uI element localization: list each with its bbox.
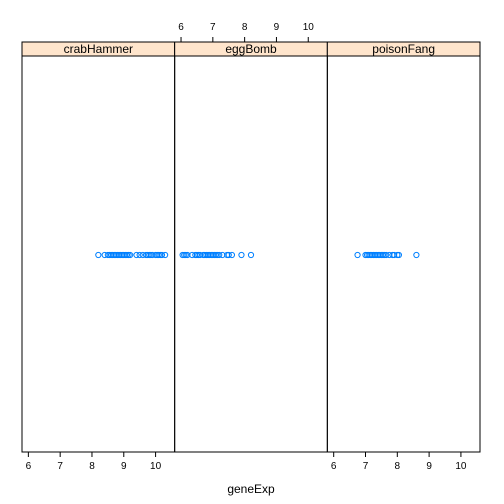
data-point xyxy=(136,251,143,259)
data-point xyxy=(95,251,102,259)
x-tick-label: 6 xyxy=(331,461,337,472)
x-tick-label: 10 xyxy=(150,461,162,472)
x-axis-label: geneExp xyxy=(227,482,275,496)
x-tick-label: 7 xyxy=(210,22,216,33)
panel-strip-label: eggBomb xyxy=(225,42,277,56)
panel-strip-label: poisonFang xyxy=(372,42,435,56)
x-tick-label: 8 xyxy=(395,461,401,472)
x-tick-label: 8 xyxy=(242,22,248,33)
data-point xyxy=(225,251,232,259)
x-tick-label: 10 xyxy=(455,461,467,472)
x-tick-label: 6 xyxy=(26,461,32,472)
panel-strip-label: crabHammer xyxy=(64,42,133,56)
data-point xyxy=(383,251,390,259)
data-point xyxy=(247,251,255,259)
data-point xyxy=(228,251,236,259)
data-point xyxy=(216,251,223,259)
data-point xyxy=(413,251,420,259)
x-tick-label: 9 xyxy=(426,461,432,472)
x-tick-label: 9 xyxy=(121,461,127,472)
data-point xyxy=(158,251,166,259)
x-tick-label: 8 xyxy=(89,461,95,472)
data-point xyxy=(133,251,140,259)
data-point xyxy=(238,251,245,259)
data-point xyxy=(354,251,361,259)
data-point xyxy=(162,251,169,259)
x-tick-label: 6 xyxy=(178,22,184,33)
x-tick-label: 10 xyxy=(303,22,315,33)
x-tick-label: 9 xyxy=(274,22,280,33)
x-tick-label: 7 xyxy=(363,461,369,472)
data-point xyxy=(395,251,402,259)
x-tick-label: 7 xyxy=(57,461,63,472)
data-point xyxy=(127,251,134,259)
panel-frame xyxy=(326,55,481,453)
